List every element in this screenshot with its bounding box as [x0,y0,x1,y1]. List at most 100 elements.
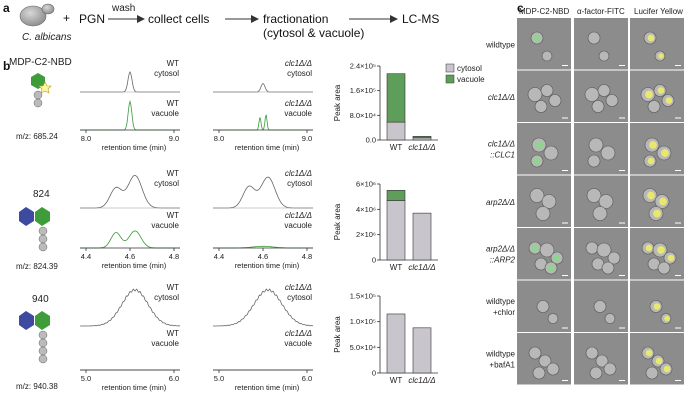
trace-label-fraction: cytosol [154,179,179,188]
yeast-cell-icon [19,5,47,27]
yellow-fluorescence [649,141,657,149]
yeast-cell [596,242,612,258]
row-label-3: clc1Δ/Δ [488,139,515,148]
row-label-3-sub: ::CLC1 [490,150,515,159]
x-tick-label: 4.6 [125,252,135,261]
trace-label-fraction: vacuole [284,221,312,230]
bar-cytosol-wt [386,121,406,141]
yeast-cell [536,300,550,313]
micrograph-r3-c3 [630,123,684,175]
yellow-fluorescence [667,254,675,262]
yeast-cell [584,87,600,102]
yeast-cell [604,313,616,324]
x-tick-label: 4.8 [169,252,179,261]
trace-cytosol [80,288,181,327]
micrograph-r4-c1 [517,175,571,227]
compound-3-mz: m/z: 940.38 [16,382,58,391]
micrograph-r7-c1 [517,333,571,385]
x-category-label: clc1Δ/Δ [408,376,435,385]
micrograph-r2-c2 [574,70,628,122]
yeast-cell [588,137,604,153]
compound-1-mz: m/z: 685.24 [16,132,58,141]
micrograph-image [630,18,684,70]
y-tick-label: 1.6×10⁵ [350,86,376,95]
amino-acid-circle-icon [38,330,48,340]
column-header-lucifer-yellow: Lucifer Yellow [634,7,683,16]
x-tick-label: 9.0 [302,134,312,143]
trace-label-strain: clc1Δ/Δ [285,211,312,220]
x-tick-label: 8.0 [214,134,224,143]
yeast-cell [601,261,615,275]
wash-label: wash [111,3,135,14]
y-tick-label: 1.5×10⁵ [350,292,376,301]
x-tick-label: 6.0 [302,374,312,383]
x-axis-label: retention time (min) [102,143,167,152]
yeast-cell [645,366,659,380]
blue-hexagon-icon [19,207,34,226]
x-axis-label: retention time (min) [235,261,300,270]
fractionation-label: fractionation [263,12,328,26]
y-tick-label: 8.0×10⁴ [350,111,376,120]
yellow-fluorescence [663,365,671,373]
trace-label-strain: clc1Δ/Δ [285,99,312,108]
micrograph-r5-c1 [517,228,571,280]
x-category-label: WT [390,263,403,272]
green-fluorescence [534,140,544,150]
x-category-label: WT [390,143,403,152]
x-tick-label: 4.4 [214,252,224,261]
row-label-2: clc1Δ/Δ [488,93,515,102]
compound-3-name: 940 [32,294,49,305]
yellow-fluorescence [647,157,655,165]
micrograph-grid: wildtypeclc1Δ/Δclc1Δ/Δ::CLC1arp2Δ/Δarp2Δ… [485,18,684,385]
trace-label-fraction: vacuole [284,109,312,118]
yellow-fluorescence [645,90,653,99]
x-tick-label: 8.0 [81,134,91,143]
trace-label-strain: clc1Δ/Δ [285,59,312,68]
green-hexagon-icon [35,311,50,330]
y-tick-label: 0.0 [366,136,376,145]
row-label-1: wildtype [485,40,515,49]
x-tick-label: 6.0 [169,374,179,383]
green-fluorescence [531,244,539,252]
row-label-4: arp2Δ/Δ [486,198,515,207]
yellow-fluorescence [655,357,663,365]
yeast-cell [532,366,546,380]
compound-2-mz: m/z: 824.39 [16,262,58,271]
green-fluorescence [533,157,541,165]
trace-label-fraction: vacuole [284,339,312,348]
micrograph-r6-c1 [517,280,571,332]
trace-label-strain: WT [167,99,180,108]
organism-label: C. albicans [22,32,71,43]
chromatograms: 8.0 9.0 retention time (min) WT cytosol WT vac… [80,59,314,392]
yeast-cell [598,50,610,62]
bar-chart-3: 0 5.0×10⁴ 1.0×10⁵ 1.5×10⁵ Peak area WT clc1Δ/Δ [333,292,438,385]
trace-label-strain: WT [167,283,180,292]
bar-cytosol-mutant [412,327,432,374]
yeast-cell [647,100,661,113]
y-axis-label: Peak area [333,316,342,353]
trace-label-fraction: vacuole [151,339,179,348]
column-header-mdp: MDP-C2-NBD [519,7,569,16]
micrograph-r5-c2 [574,228,628,280]
green-fluorescence [547,264,555,272]
yeast-cell [539,242,555,258]
micrograph-r6-c2 [574,280,628,332]
amino-acid-circle-icon [38,234,48,244]
yeast-cell [595,354,609,368]
bar-cytosol-mutant [412,137,432,141]
micrograph-r1-c1 [517,18,571,70]
bar-cytosol-wt [386,313,406,374]
amino-acid-circle-icon [38,226,48,236]
micrograph-image [517,18,571,70]
micrograph-r4-c2 [574,175,628,227]
row-label-7-sub: +bafA1 [489,360,515,369]
yeast-cell [543,145,559,161]
micrograph-image [517,70,571,122]
yellow-fluorescence [661,149,669,157]
amino-acid-circle-icon [33,90,43,100]
